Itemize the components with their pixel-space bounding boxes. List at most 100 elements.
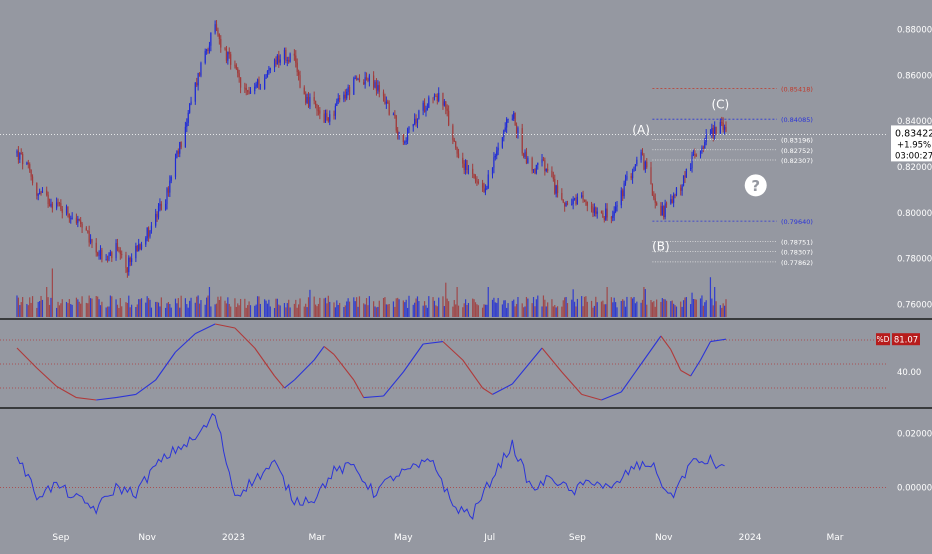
candle-body [363, 82, 365, 85]
candle-body [196, 82, 198, 86]
stoch-line-segment [135, 379, 156, 395]
volume-bar [699, 298, 702, 317]
volume-bar [245, 307, 247, 317]
candle-body [357, 79, 359, 81]
candle-body [397, 130, 399, 135]
candle-body [319, 110, 321, 114]
candle-body [650, 167, 652, 185]
volume-bar [140, 298, 143, 317]
stoch-line-segment [581, 393, 602, 401]
candle-body [60, 203, 62, 210]
candle-body [496, 150, 498, 157]
volume-bar [425, 305, 427, 317]
volume-bar [581, 296, 583, 317]
candle-body [602, 213, 604, 218]
candle-body [247, 90, 249, 92]
stoch-line-segment [76, 397, 97, 401]
volume-bar [503, 300, 505, 317]
candle-body [337, 98, 339, 102]
candle-body [36, 183, 38, 196]
candle-body [275, 59, 277, 65]
candle-body [306, 97, 308, 103]
volume-bar [218, 299, 220, 317]
volume-bar [248, 301, 250, 317]
x-axis-tick: Sep [569, 533, 586, 543]
candle-body [20, 153, 22, 155]
candle-body [119, 250, 121, 255]
candle-body [723, 127, 726, 130]
volume-bar [432, 297, 434, 317]
candle-body [157, 205, 160, 218]
candle-body [624, 179, 627, 184]
volume-bar [491, 299, 494, 317]
volume-bar [46, 287, 48, 317]
candle-body [37, 194, 39, 196]
candle-body [661, 206, 663, 216]
candle-body [646, 161, 648, 168]
candle-body [214, 24, 216, 33]
candle-body [573, 198, 576, 200]
candle-body [39, 192, 41, 195]
candle-body [334, 105, 337, 116]
volume-bar [95, 296, 97, 317]
volume-bar [501, 304, 503, 317]
volume-bar [575, 306, 577, 317]
volume-bar [273, 307, 276, 317]
candle-body [633, 166, 635, 172]
candle-body [316, 105, 318, 111]
candle-body [640, 152, 642, 160]
volume-bar [367, 305, 369, 317]
volume-bar [675, 306, 678, 317]
candle-body [347, 87, 349, 92]
candle-body [279, 59, 281, 63]
volume-bar [681, 306, 683, 317]
candle-body [71, 217, 73, 219]
volume-bar [121, 306, 123, 317]
stoch-line-segment [96, 397, 117, 401]
volume-bar [506, 307, 508, 317]
volume-bar [116, 304, 119, 317]
stoch-line-segment [215, 323, 236, 329]
volume-bar [397, 297, 399, 317]
candle-body [524, 151, 526, 157]
volume-bar [606, 287, 608, 317]
stoch-line-segment [561, 371, 583, 395]
candle-body [392, 114, 395, 116]
candle-body [582, 195, 584, 200]
volume-bar [452, 306, 454, 317]
volume-bar [373, 301, 375, 317]
volume-bar [305, 303, 307, 317]
volume-bar [624, 306, 627, 317]
candle-body [218, 34, 220, 39]
candle-body [326, 113, 328, 118]
volume-bar [487, 287, 489, 317]
volume-bar [719, 305, 721, 317]
volume-bar [259, 303, 261, 317]
volume-bar [347, 298, 349, 317]
candle-body [286, 60, 288, 61]
volume-bar [663, 299, 665, 317]
candle-body [329, 114, 331, 122]
volume-bar [670, 301, 672, 317]
candle-body [61, 209, 63, 213]
volume-bar [405, 299, 407, 317]
volume-bar [531, 303, 533, 317]
candle-body [685, 169, 687, 178]
volume-bar [571, 299, 573, 317]
volume-bar [105, 307, 107, 317]
candle-body [75, 217, 78, 224]
volume-bar [99, 305, 102, 317]
price-axis-tick: 0.82000 [897, 163, 932, 173]
candle-body [22, 154, 24, 165]
volume-bar [573, 301, 576, 317]
volume-bar [317, 303, 320, 317]
candle-body [56, 202, 58, 209]
candle-body [462, 157, 464, 164]
candle-body [303, 87, 305, 95]
volume-bar [89, 298, 92, 317]
candle-body [81, 223, 83, 228]
volume-bar [22, 297, 24, 317]
candle-body [694, 154, 696, 155]
candle-body [644, 161, 646, 170]
candle-body [296, 62, 298, 73]
